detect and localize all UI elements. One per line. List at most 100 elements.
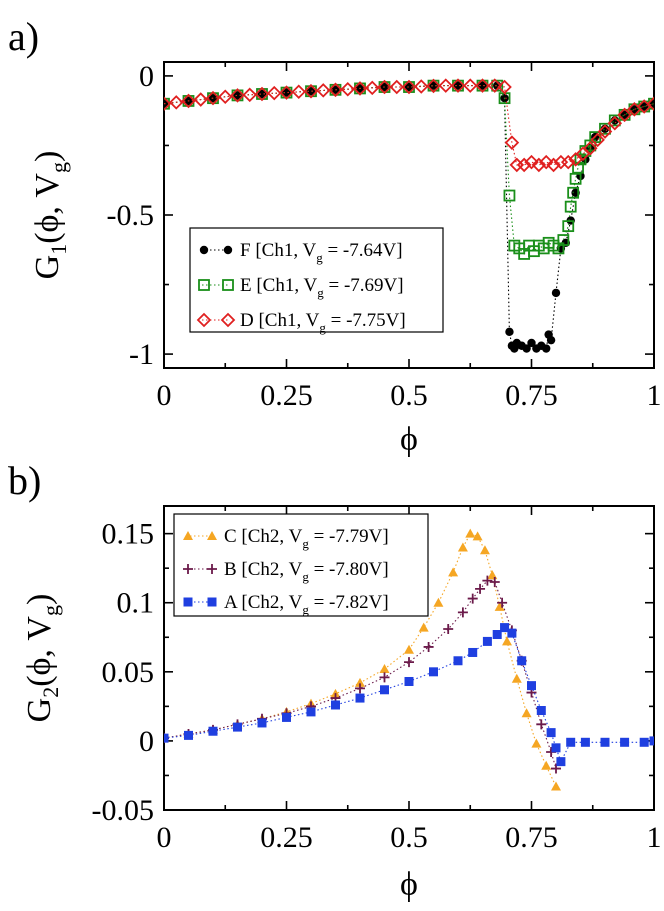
x-tick-label: 1 bbox=[647, 379, 662, 412]
data-point bbox=[205, 90, 221, 106]
data-point bbox=[646, 96, 654, 112]
data-point bbox=[282, 88, 291, 97]
data-point bbox=[511, 673, 522, 683]
data-point bbox=[531, 157, 547, 173]
data-point bbox=[423, 641, 434, 652]
data-point bbox=[404, 644, 414, 654]
data-point bbox=[465, 528, 476, 538]
legend-item: C [Ch2, Vg = -7.79V] bbox=[183, 526, 389, 551]
data-point bbox=[527, 681, 536, 691]
data-point bbox=[524, 154, 539, 170]
data-point bbox=[457, 607, 468, 618]
y-tick-label: 0.15 bbox=[102, 518, 155, 551]
data-point bbox=[291, 84, 307, 100]
data-point bbox=[640, 102, 649, 111]
data-point bbox=[352, 81, 368, 96]
data-point bbox=[164, 96, 172, 112]
data-point bbox=[453, 81, 463, 90]
data-point bbox=[538, 154, 554, 170]
data-point bbox=[306, 707, 316, 717]
data-point bbox=[282, 712, 291, 722]
data-point bbox=[500, 623, 510, 633]
data-point bbox=[418, 622, 429, 632]
data-point bbox=[597, 124, 613, 139]
data-point bbox=[503, 189, 516, 202]
legend-item: E [Ch1, Vg = -7.69V] bbox=[198, 275, 404, 300]
x-tick-label: 0 bbox=[157, 379, 172, 412]
data-point bbox=[429, 81, 438, 90]
data-point bbox=[355, 683, 365, 694]
x-tick-label: 0 bbox=[157, 821, 172, 854]
data-point bbox=[536, 719, 547, 730]
data-point bbox=[377, 79, 392, 95]
panel-label: a) bbox=[8, 14, 39, 59]
data-point bbox=[560, 154, 576, 170]
data-point bbox=[566, 737, 576, 747]
legend-marker bbox=[220, 312, 236, 328]
data-point bbox=[546, 335, 556, 345]
legend-label: E [Ch1, Vg = -7.69V] bbox=[240, 275, 404, 300]
data-point bbox=[230, 88, 245, 103]
data-point bbox=[475, 583, 486, 594]
data-point bbox=[462, 78, 478, 93]
series-a bbox=[164, 623, 654, 767]
data-point bbox=[413, 79, 429, 94]
legend-marker bbox=[199, 245, 209, 255]
data-point bbox=[279, 85, 294, 100]
data-point bbox=[536, 706, 546, 716]
legend-label: D [Ch1, Vg = -7.75V] bbox=[240, 310, 406, 335]
legend-marker bbox=[207, 597, 217, 607]
legend-marker bbox=[196, 312, 212, 328]
data-point bbox=[502, 636, 512, 646]
data-point bbox=[487, 78, 503, 93]
data-point bbox=[649, 736, 654, 746]
data-point bbox=[551, 743, 561, 753]
data-point bbox=[233, 91, 242, 100]
data-point bbox=[478, 81, 487, 90]
data-point bbox=[551, 288, 561, 298]
x-tick-label: 0.25 bbox=[260, 821, 313, 854]
data-point bbox=[331, 700, 340, 710]
data-point bbox=[599, 122, 611, 135]
legend-label: C [Ch2, Vg = -7.79V] bbox=[224, 526, 389, 551]
data-point bbox=[457, 542, 468, 552]
data-point bbox=[479, 545, 490, 555]
data-point bbox=[546, 157, 561, 173]
data-point bbox=[315, 83, 331, 98]
data-point bbox=[556, 757, 566, 767]
data-point bbox=[467, 593, 478, 604]
y-tick-label: -1 bbox=[129, 338, 154, 371]
x-axis-label: ϕ bbox=[400, 866, 418, 903]
legend-marker bbox=[183, 564, 193, 574]
data-point bbox=[567, 186, 580, 199]
data-point bbox=[404, 82, 414, 92]
data-point bbox=[497, 597, 508, 608]
data-point bbox=[389, 79, 405, 95]
data-point bbox=[562, 220, 575, 233]
data-point bbox=[438, 78, 454, 93]
legend-marker bbox=[222, 279, 234, 291]
legend-item: D [Ch1, Vg = -7.75V] bbox=[196, 310, 406, 335]
legend-item: F [Ch1, Vg = -7.64V] bbox=[199, 240, 403, 265]
data-point bbox=[527, 338, 536, 348]
data-point bbox=[492, 630, 502, 640]
x-tick-label: 1 bbox=[647, 821, 662, 854]
data-point bbox=[379, 664, 390, 674]
data-point bbox=[266, 85, 282, 101]
data-point bbox=[489, 577, 500, 587]
data-point bbox=[517, 656, 527, 666]
data-point bbox=[254, 86, 270, 102]
data-point bbox=[448, 567, 459, 577]
data-point bbox=[580, 737, 590, 747]
legend-marker bbox=[223, 245, 233, 255]
data-point bbox=[404, 657, 414, 668]
series-d bbox=[164, 78, 654, 173]
data-point bbox=[184, 730, 193, 740]
y-axis-label: G2(ϕ, Vg) bbox=[21, 594, 63, 723]
data-point bbox=[551, 781, 561, 791]
x-tick-label: 0.5 bbox=[390, 821, 428, 854]
data-point bbox=[257, 89, 267, 99]
data-point bbox=[450, 78, 466, 93]
